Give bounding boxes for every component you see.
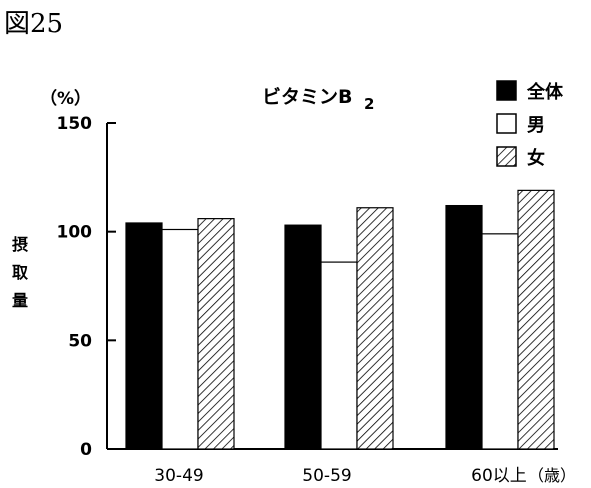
x-tick-labels: 30-49 50-59 60以上 xyxy=(154,466,527,486)
bar-女-60以上 xyxy=(517,189,555,450)
x-tick-label: 50-59 xyxy=(302,466,351,486)
legend-label: 全体 xyxy=(526,81,564,103)
bar-全体-30-49 xyxy=(125,222,163,450)
y-tick-label: 150 xyxy=(57,114,93,134)
bar-男-30-49 xyxy=(161,228,199,450)
bar-女-50-59 xyxy=(356,207,394,450)
chart-title-subscript: 2 xyxy=(364,95,374,113)
bars xyxy=(125,189,555,450)
bar-男-60以上 xyxy=(481,233,519,450)
y-axis-label: 摂取量 xyxy=(12,235,28,310)
bar-全体-50-59 xyxy=(284,224,322,450)
unit-label: （%） xyxy=(40,88,91,109)
figure-label: 図25 xyxy=(4,9,63,39)
legend-swatch-男 xyxy=(496,113,517,134)
y-tick-label: 0 xyxy=(80,440,92,460)
legend-label: 男 xyxy=(527,115,545,136)
y-tick-label: 100 xyxy=(57,223,93,243)
chart-title: ビタミンB xyxy=(262,86,352,108)
y-ticks: 0 50 100 150 xyxy=(57,114,116,460)
bar-男-50-59 xyxy=(320,261,358,450)
bar-全体-60以上 xyxy=(445,204,483,450)
y-tick-label: 50 xyxy=(68,331,92,351)
legend-label: 女 xyxy=(527,147,545,169)
legend-swatch-全体 xyxy=(496,80,517,101)
x-tick-label: 30-49 xyxy=(154,466,203,486)
legend-swatch-女 xyxy=(496,146,517,167)
x-tick-label: 60以上 xyxy=(471,466,527,486)
bar-女-30-49 xyxy=(197,218,235,450)
x-axis-suffix: （歳） xyxy=(528,466,576,485)
